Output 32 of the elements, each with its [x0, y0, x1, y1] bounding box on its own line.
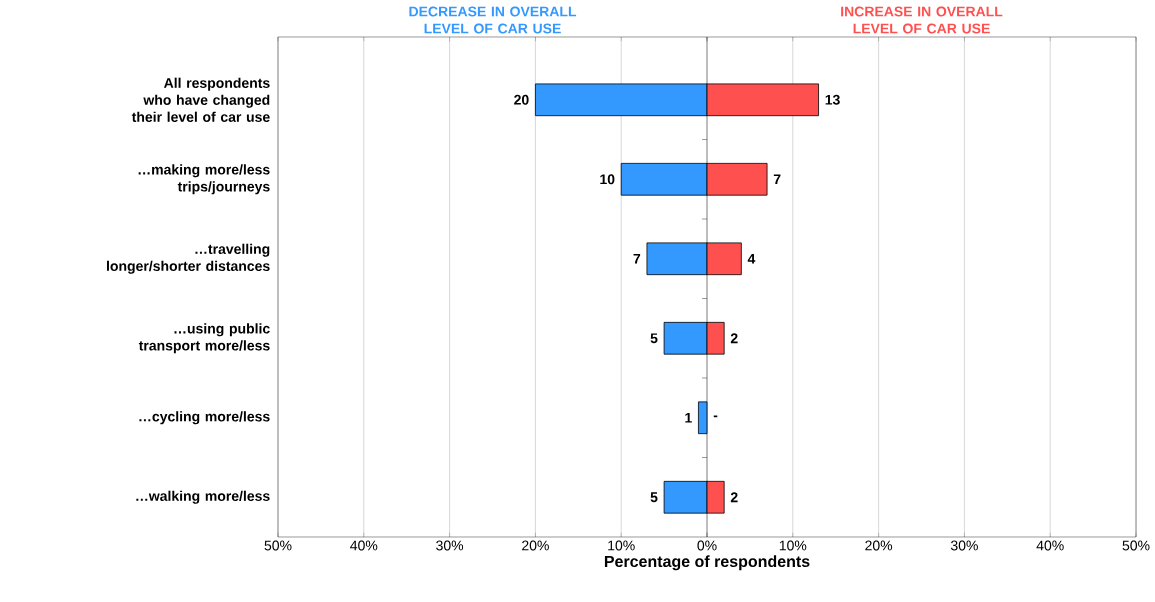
y-tick-label: …travelling longer/shorter distances	[107, 243, 270, 274]
data-label: 13	[825, 94, 840, 105]
x-tick-label: 50%	[264, 540, 292, 551]
x-tick-label: 30%	[950, 540, 978, 551]
text: DECREASE IN OVERALL LEVEL OF CAR USE	[409, 6, 577, 34]
data-label: 2	[730, 333, 738, 344]
x-tick-label: 0%	[697, 540, 717, 551]
y-tick-label: …making more/less trips/journeys	[138, 164, 270, 195]
data-label: 20	[514, 94, 529, 105]
data-label: 7	[633, 253, 641, 264]
y-tick-label: …cycling more/less	[139, 411, 270, 425]
x-tick-label: 50%	[1122, 540, 1150, 551]
data-label: 1	[685, 412, 692, 423]
x-tick-label: 40%	[1036, 540, 1064, 551]
x-tick-label: 10%	[608, 540, 635, 551]
x-tick-label: 20%	[522, 540, 549, 551]
x-tick-label: 30%	[436, 540, 464, 551]
x-tick-label: 40%	[350, 540, 378, 551]
data-label: 10	[600, 174, 615, 185]
data-label: -	[713, 415, 718, 418]
data-label: 4	[747, 253, 756, 264]
x-tick-label: 10%	[779, 540, 807, 551]
x-tick-label: 20%	[865, 540, 893, 551]
x-axis-title: Percentage of respondents	[604, 555, 810, 571]
text: INCREASE IN OVERALL LEVEL OF CAR USE	[841, 6, 1003, 34]
data-label: 7	[773, 174, 781, 185]
data-label: 5	[650, 492, 658, 503]
data-label: 2	[730, 492, 738, 503]
y-tick-label: …using public transport more/less	[138, 323, 270, 354]
data-label: 5	[650, 333, 658, 344]
y-tick-label: All respondents who have changed their level of car use	[131, 77, 270, 122]
y-tick-label: …walking more/less	[136, 490, 270, 504]
